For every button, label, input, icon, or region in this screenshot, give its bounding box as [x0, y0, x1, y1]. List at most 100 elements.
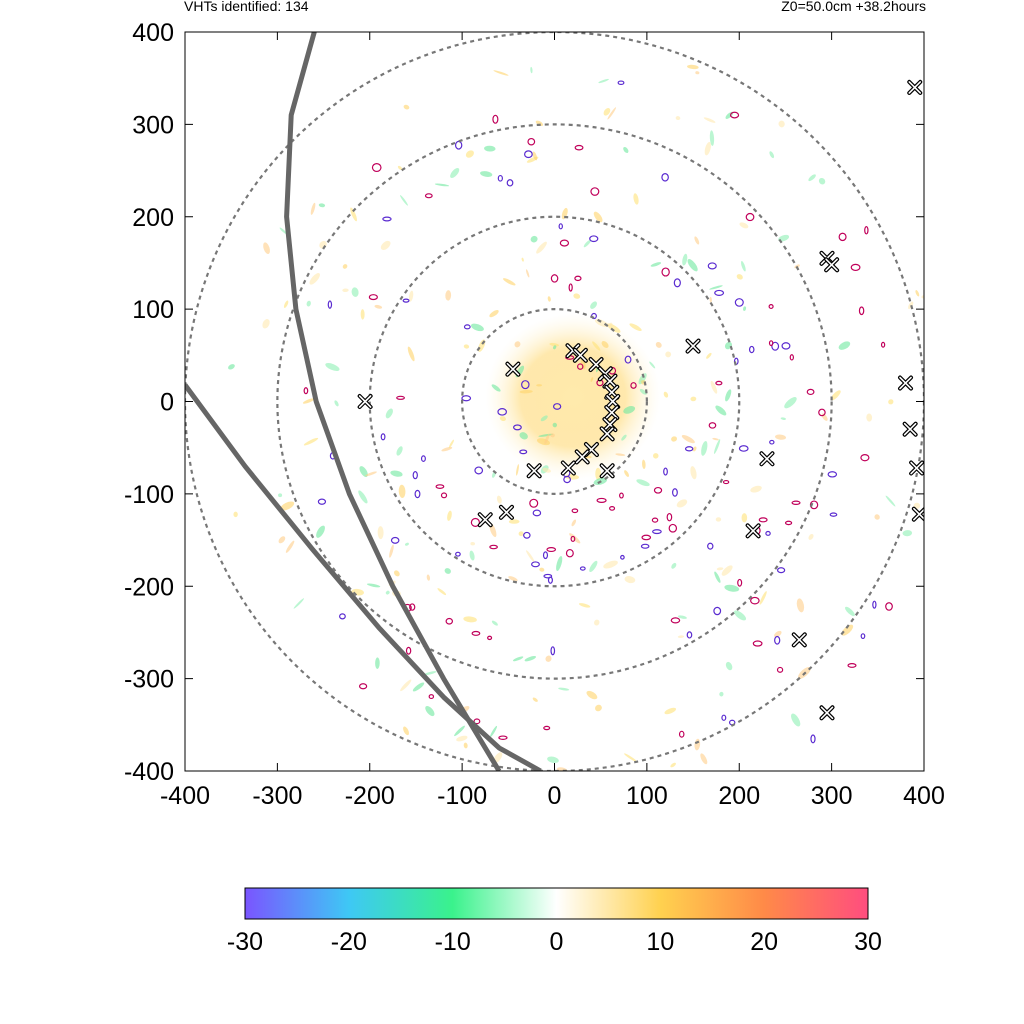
field-blob: [633, 193, 639, 205]
vorticity-contour: [672, 488, 678, 497]
vht-marker: [357, 394, 373, 409]
field-blob: [715, 405, 727, 416]
field-blob: [594, 619, 600, 626]
field-blob: [724, 584, 740, 592]
field-blob: [425, 705, 435, 717]
vorticity-contour: [565, 548, 574, 558]
field-blob: [701, 441, 708, 456]
vorticity-contour: [371, 163, 382, 173]
field-blob: [741, 513, 748, 523]
field-blob: [385, 408, 393, 419]
vorticity-contour: [440, 492, 448, 499]
track-line: [185, 383, 542, 771]
field-blob: [390, 470, 403, 477]
vorticity-contour: [519, 449, 528, 455]
field-blob: [607, 107, 617, 120]
field-blob: [374, 304, 383, 309]
field-blob: [499, 416, 506, 422]
colorbar-ticks: -30 -20 -10 0 10 20 30: [227, 928, 882, 956]
vorticity-contour: [652, 529, 662, 535]
vorticity-contour: [781, 342, 791, 350]
x-tick-label: 0: [548, 782, 562, 810]
field-blob: [397, 165, 403, 171]
field-blob: [578, 603, 591, 608]
field-blob: [642, 459, 646, 470]
y-tick-label: -300: [124, 666, 174, 694]
vorticity-contour: [471, 630, 481, 636]
vht-marker: [574, 449, 590, 465]
colorbar-tick-label: 20: [750, 928, 778, 956]
vorticity-contour: [489, 544, 498, 550]
vorticity-contour: [670, 617, 681, 624]
track-lines: [185, 32, 542, 771]
vorticity-contour: [750, 596, 760, 605]
field-blob: [437, 588, 447, 596]
vorticity-contour: [327, 300, 333, 309]
vorticity-contour: [818, 408, 826, 417]
vorticity-contour: [473, 718, 481, 725]
field-blob: [716, 567, 724, 571]
colorbar: -30 -20 -10 0 10 20 30: [227, 887, 882, 956]
field-blob: [400, 195, 408, 206]
field-blob: [516, 464, 519, 476]
field-blob: [553, 345, 557, 350]
field-blob: [423, 671, 437, 676]
field-blob: [794, 264, 800, 269]
field-blob: [796, 598, 805, 613]
vht-marker: [791, 632, 807, 648]
field-blob: [750, 485, 762, 493]
field-blob: [544, 433, 550, 445]
field-blob: [407, 346, 415, 362]
vht-marker: [745, 523, 761, 539]
vorticity-contour: [579, 566, 586, 571]
field-blob: [709, 296, 712, 303]
vorticity-contour: [748, 345, 755, 354]
field-blob: [598, 78, 609, 84]
field-blob: [530, 66, 533, 74]
field-blob: [624, 576, 636, 584]
vorticity-contour: [428, 694, 435, 700]
field-blob: [694, 236, 700, 245]
field-blob: [469, 550, 475, 561]
field-blob: [623, 146, 629, 153]
field-blob: [655, 341, 662, 348]
vorticity-contour: [303, 387, 309, 395]
vorticity-contour: [663, 467, 668, 476]
colorbar-tick-label: 10: [646, 928, 674, 956]
vht-marker: [599, 463, 615, 479]
field-blob: [714, 439, 721, 454]
field-blob: [342, 288, 349, 293]
field-blob: [841, 624, 854, 636]
vorticity-contour: [498, 735, 508, 740]
field-blob: [734, 610, 747, 621]
field-blob: [547, 296, 551, 302]
y-tick-label: 300: [132, 111, 174, 139]
field-blob: [556, 767, 568, 771]
field-blob: [709, 285, 723, 290]
field-blob: [623, 406, 636, 414]
field-blob: [558, 687, 570, 691]
vorticity-contour: [570, 535, 576, 542]
field-blob: [393, 570, 400, 577]
field-blob: [601, 341, 609, 348]
vorticity-contour: [396, 395, 405, 400]
vorticity-contour: [661, 267, 670, 277]
field-blob: [571, 519, 577, 527]
vht-marker: [909, 460, 924, 476]
field-blob: [590, 377, 594, 382]
vorticity-contour: [563, 475, 571, 484]
eyewall-shading: [485, 313, 661, 481]
vorticity-contour: [454, 140, 463, 150]
vorticity-contour: [513, 424, 522, 431]
field-blob: [342, 264, 348, 269]
field-blob: [671, 562, 677, 569]
vht-marker: [685, 338, 701, 354]
y-tick-label: 400: [132, 19, 174, 47]
vorticity-contour: [791, 500, 801, 506]
range-rings: [185, 32, 924, 771]
field-blob: [514, 341, 521, 348]
range-ring: [461, 308, 648, 495]
field-blob: [774, 434, 787, 440]
vorticity-contour: [722, 479, 730, 485]
field-blob: [512, 656, 524, 662]
